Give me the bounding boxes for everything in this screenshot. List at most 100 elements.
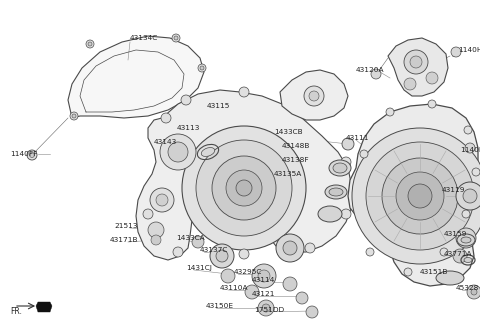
Circle shape	[428, 100, 436, 108]
Circle shape	[462, 210, 470, 218]
Text: 43150E: 43150E	[206, 303, 234, 309]
Circle shape	[472, 168, 480, 176]
Circle shape	[464, 126, 472, 134]
Text: 1433CB: 1433CB	[274, 129, 302, 135]
Text: 45328: 45328	[456, 285, 480, 291]
Circle shape	[404, 268, 412, 276]
Circle shape	[245, 285, 259, 299]
Circle shape	[463, 189, 477, 203]
Text: 43121: 43121	[252, 291, 276, 297]
Circle shape	[70, 112, 78, 120]
Circle shape	[386, 108, 394, 116]
Circle shape	[150, 188, 174, 212]
Circle shape	[467, 285, 480, 299]
Text: 1431CJ: 1431CJ	[186, 265, 212, 271]
Circle shape	[86, 40, 94, 48]
Text: 43151B: 43151B	[420, 269, 448, 275]
Circle shape	[404, 50, 428, 74]
Circle shape	[404, 78, 416, 90]
Circle shape	[306, 306, 318, 318]
Circle shape	[192, 236, 204, 248]
Circle shape	[174, 36, 178, 40]
Text: 43143: 43143	[154, 139, 177, 145]
Ellipse shape	[464, 258, 472, 262]
Circle shape	[451, 47, 461, 57]
Circle shape	[465, 143, 475, 153]
Polygon shape	[348, 104, 478, 286]
Polygon shape	[68, 36, 204, 118]
Circle shape	[341, 209, 351, 219]
Text: 43113: 43113	[177, 125, 200, 131]
Circle shape	[456, 228, 476, 248]
Circle shape	[160, 134, 196, 170]
Text: FR.: FR.	[10, 308, 22, 317]
Circle shape	[366, 248, 374, 256]
Circle shape	[352, 128, 480, 264]
Circle shape	[360, 150, 368, 158]
Circle shape	[283, 241, 297, 255]
Circle shape	[200, 66, 204, 70]
Circle shape	[182, 126, 306, 250]
Text: 43110A: 43110A	[220, 285, 249, 291]
Text: 1140FF: 1140FF	[10, 151, 37, 157]
Circle shape	[198, 64, 206, 72]
Circle shape	[239, 87, 249, 97]
Circle shape	[396, 172, 444, 220]
Text: 43120A: 43120A	[356, 67, 384, 73]
Circle shape	[408, 184, 432, 208]
Circle shape	[196, 140, 292, 236]
Polygon shape	[36, 302, 52, 312]
Text: 1140FM: 1140FM	[460, 147, 480, 153]
Circle shape	[173, 247, 183, 257]
Circle shape	[410, 56, 422, 68]
Circle shape	[29, 153, 35, 157]
Circle shape	[262, 304, 270, 312]
Circle shape	[27, 150, 37, 160]
Text: 43138F: 43138F	[282, 157, 310, 163]
Circle shape	[258, 270, 270, 282]
Circle shape	[342, 138, 354, 150]
Circle shape	[151, 235, 161, 245]
Polygon shape	[388, 38, 448, 96]
Ellipse shape	[329, 188, 343, 196]
Circle shape	[143, 209, 153, 219]
Circle shape	[382, 158, 458, 234]
Ellipse shape	[333, 163, 347, 173]
Circle shape	[304, 86, 324, 106]
Circle shape	[168, 142, 188, 162]
Text: 43771A: 43771A	[444, 251, 472, 257]
Polygon shape	[136, 90, 352, 260]
Circle shape	[181, 95, 191, 105]
Circle shape	[440, 248, 448, 256]
Circle shape	[156, 194, 168, 206]
Circle shape	[236, 180, 252, 196]
Circle shape	[309, 91, 319, 101]
Circle shape	[371, 69, 381, 79]
Ellipse shape	[436, 271, 464, 285]
Circle shape	[296, 292, 308, 304]
Circle shape	[341, 157, 351, 167]
Ellipse shape	[318, 206, 342, 222]
Circle shape	[88, 42, 92, 46]
Text: 43137C: 43137C	[200, 247, 228, 253]
Circle shape	[239, 249, 249, 259]
Text: 43171B: 43171B	[110, 237, 139, 243]
Circle shape	[456, 182, 480, 210]
Circle shape	[252, 264, 276, 288]
Text: 21513: 21513	[114, 223, 137, 229]
Text: 43134C: 43134C	[130, 35, 158, 41]
Circle shape	[210, 244, 234, 268]
Circle shape	[148, 222, 164, 238]
Ellipse shape	[329, 160, 351, 176]
Text: 43114: 43114	[252, 277, 276, 283]
Text: 43115: 43115	[207, 103, 230, 109]
Circle shape	[283, 277, 297, 291]
Circle shape	[453, 249, 467, 263]
Circle shape	[72, 114, 76, 118]
Ellipse shape	[325, 185, 347, 199]
Ellipse shape	[201, 147, 215, 156]
Circle shape	[426, 72, 438, 84]
Circle shape	[366, 142, 474, 250]
Text: 43148B: 43148B	[282, 143, 311, 149]
Circle shape	[216, 250, 228, 262]
